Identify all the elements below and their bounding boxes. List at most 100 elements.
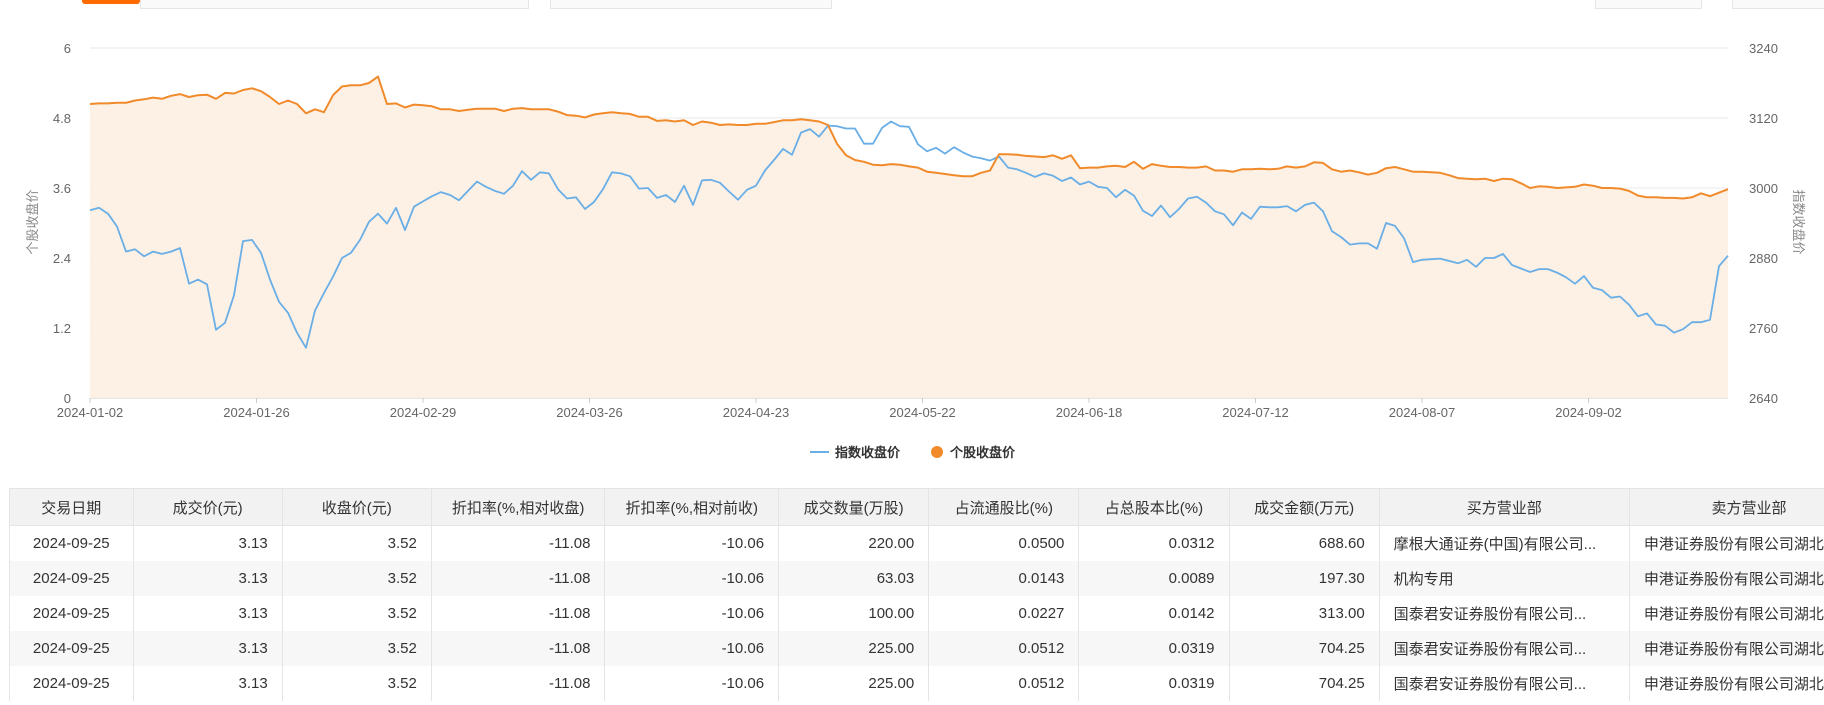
index-point[interactable] (700, 178, 704, 182)
stock-point[interactable] (1573, 185, 1577, 189)
index-point[interactable] (682, 184, 686, 188)
index-point[interactable] (538, 170, 542, 174)
index-point[interactable] (1465, 258, 1469, 262)
stock-point[interactable] (1672, 196, 1676, 200)
stock-point[interactable] (565, 113, 569, 117)
index-point[interactable] (1573, 282, 1577, 286)
stock-point[interactable] (952, 173, 956, 177)
stock-point[interactable] (196, 93, 200, 97)
index-point[interactable] (925, 149, 929, 153)
stock-point[interactable] (97, 101, 101, 105)
index-point[interactable] (772, 158, 776, 162)
stock-point[interactable] (1420, 170, 1424, 174)
stock-point[interactable] (673, 120, 677, 124)
stock-point[interactable] (412, 103, 416, 107)
index-point[interactable] (304, 346, 308, 350)
index-point[interactable] (664, 193, 668, 197)
column-header[interactable]: 占流通股比(%) (928, 488, 1080, 526)
index-point[interactable] (169, 250, 173, 254)
stock-point[interactable] (1609, 186, 1613, 190)
index-point[interactable] (97, 206, 101, 210)
stock-point[interactable] (1438, 171, 1442, 175)
stock-point[interactable] (1447, 173, 1451, 177)
stock-point[interactable] (1654, 195, 1658, 199)
stock-point[interactable] (1276, 167, 1280, 171)
stock-point[interactable] (628, 112, 632, 116)
stock-point[interactable] (880, 163, 884, 167)
stock-point[interactable] (151, 96, 155, 100)
index-point[interactable] (421, 199, 425, 203)
index-point[interactable] (862, 142, 866, 146)
stock-point[interactable] (1114, 164, 1118, 168)
index-point[interactable] (1096, 185, 1100, 189)
index-point[interactable] (565, 197, 569, 201)
table-row[interactable]: 2024-09-25 3.13 3.52 -11.08 -10.06 63.03 0.014… (9, 561, 1824, 596)
column-header[interactable]: 买方营业部 (1378, 488, 1630, 526)
filter-input-box-2[interactable] (550, 0, 832, 9)
index-point[interactable] (871, 142, 875, 146)
stock-point[interactable] (1366, 173, 1370, 177)
index-point[interactable] (133, 247, 137, 251)
table-row[interactable]: 2024-09-25 3.13 3.52 -11.08 -10.06 225.00 0.05… (9, 631, 1824, 666)
stock-point[interactable] (1006, 152, 1010, 156)
index-point[interactable] (187, 282, 191, 286)
stock-point[interactable] (1267, 167, 1271, 171)
stock-point[interactable] (835, 142, 839, 146)
table-row[interactable]: 2024-09-25 3.13 3.52 -11.08 -10.06 220.00 0.05… (9, 525, 1824, 561)
index-point[interactable] (1600, 288, 1604, 292)
stock-point[interactable] (637, 115, 641, 119)
stock-point[interactable] (1663, 196, 1667, 200)
index-point[interactable] (115, 225, 119, 229)
stock-point[interactable] (691, 123, 695, 127)
stock-point[interactable] (1240, 167, 1244, 171)
stock-point[interactable] (619, 111, 623, 115)
index-point[interactable] (1663, 324, 1667, 328)
index-point[interactable] (403, 228, 407, 232)
stock-point[interactable] (358, 83, 362, 87)
stock-point[interactable] (772, 120, 776, 124)
stock-point[interactable] (1051, 153, 1055, 157)
stock-point[interactable] (1249, 167, 1253, 171)
stock-point[interactable] (1015, 153, 1019, 157)
index-point[interactable] (1276, 205, 1280, 209)
stock-point[interactable] (421, 103, 425, 107)
index-point[interactable] (601, 187, 605, 191)
active-tab-indicator[interactable] (82, 0, 140, 4)
stock-point[interactable] (133, 99, 137, 103)
stock-point[interactable] (961, 174, 965, 178)
index-point[interactable] (214, 328, 218, 332)
index-point[interactable] (241, 239, 245, 243)
stock-point[interactable] (1483, 177, 1487, 181)
stock-point[interactable] (520, 106, 524, 110)
stock-point[interactable] (1402, 167, 1406, 171)
stock-point[interactable] (1645, 195, 1649, 199)
index-point[interactable] (628, 174, 632, 178)
index-point[interactable] (1474, 265, 1478, 269)
stock-point[interactable] (439, 107, 443, 111)
stock-point[interactable] (817, 120, 821, 124)
index-point[interactable] (673, 200, 677, 204)
index-point[interactable] (1123, 188, 1127, 192)
index-point[interactable] (844, 127, 848, 131)
stock-point[interactable] (1132, 160, 1136, 164)
index-point[interactable] (781, 147, 785, 151)
stock-point[interactable] (367, 81, 371, 85)
index-point[interactable] (1708, 318, 1712, 322)
index-point[interactable] (1312, 201, 1316, 205)
stock-point[interactable] (1627, 189, 1631, 193)
stock-point[interactable] (682, 118, 686, 122)
index-point[interactable] (610, 170, 614, 174)
index-point[interactable] (547, 171, 551, 175)
stock-point[interactable] (313, 107, 317, 111)
stock-point[interactable] (1339, 170, 1343, 174)
index-point[interactable] (1411, 260, 1415, 264)
stock-point[interactable] (286, 99, 290, 103)
index-point[interactable] (376, 212, 380, 216)
index-point[interactable] (1105, 186, 1109, 190)
index-point[interactable] (430, 194, 434, 198)
stock-point[interactable] (88, 102, 92, 106)
stock-point[interactable] (295, 102, 299, 106)
index-point[interactable] (952, 145, 956, 149)
index-point[interactable] (151, 250, 155, 254)
stock-point[interactable] (583, 115, 587, 119)
